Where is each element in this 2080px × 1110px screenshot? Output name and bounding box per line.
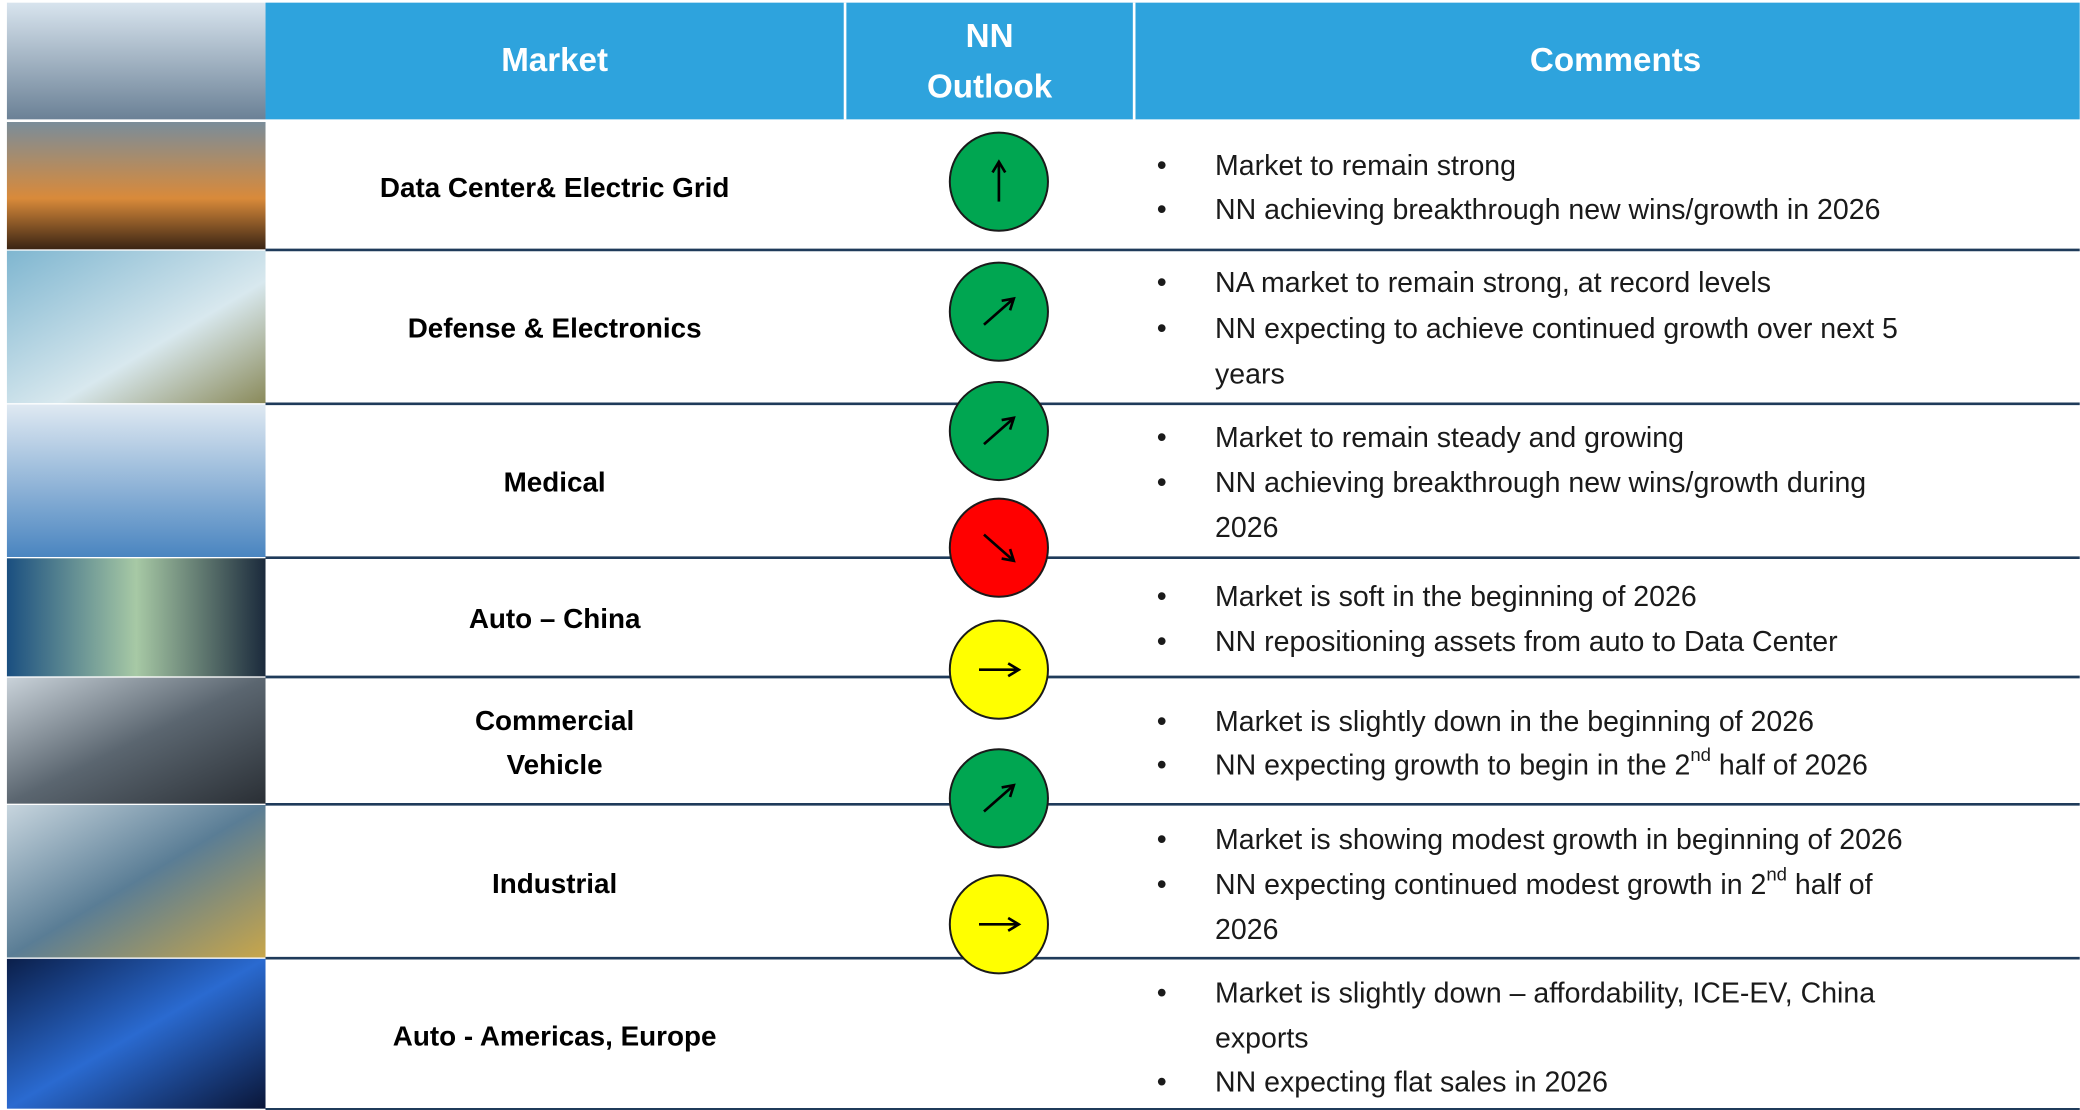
row-image — [6, 122, 266, 250]
header-image — [6, 2, 266, 120]
outlook-arrowhead — [1007, 662, 1022, 678]
comment-text: half of 2026 — [1711, 749, 1868, 781]
row-image — [6, 804, 266, 958]
comment-text: Market to remain steady and growing — [1215, 421, 1684, 453]
comment-line: NN achieving breakthrough new wins/growt… — [1215, 467, 1866, 499]
comment-line: Market is slightly down – affordability,… — [1215, 977, 1875, 1009]
comment-text: NN expecting flat sales in 2026 — [1215, 1066, 1608, 1098]
outlook-arrowhead — [1001, 783, 1016, 798]
row-image — [6, 558, 266, 677]
comment-text: Market to remain strong — [1215, 150, 1516, 182]
bullet: • — [1157, 977, 1167, 1009]
bullet: • — [1157, 581, 1167, 613]
market-name: Industrial — [492, 868, 617, 899]
comment-text: NN expecting growth to begin in the 2 — [1215, 749, 1690, 781]
comment-text: 2026 — [1215, 512, 1278, 544]
comment-line: years — [1215, 358, 1285, 390]
comment-text: NN expecting to achieve continued growth… — [1215, 313, 1898, 345]
market-name: Defense & Electronics — [408, 313, 702, 344]
bullet: • — [1157, 421, 1167, 453]
bullet: • — [1157, 193, 1167, 225]
market-name: Auto – China — [469, 603, 641, 634]
bullet: • — [1157, 313, 1167, 345]
outlook-indicator — [948, 261, 1049, 362]
row-image — [6, 250, 266, 404]
comment-line: 2026 — [1215, 913, 1278, 945]
comment-text: NN achieving breakthrough new wins/growt… — [1215, 467, 1866, 499]
superscript: nd — [1690, 744, 1711, 765]
market-name: Medical — [504, 466, 606, 497]
market-name: Vehicle — [507, 749, 603, 780]
bullet: • — [1157, 823, 1167, 855]
outlook-indicator — [948, 380, 1049, 482]
outlook-arrowhead — [1001, 416, 1016, 431]
comment-line: NN expecting to achieve continued growth… — [1215, 313, 1898, 345]
header-comments: Comments — [1530, 42, 1701, 79]
comment-line: Market is slightly down in the beginning… — [1215, 705, 1814, 737]
bullet: • — [1157, 1066, 1167, 1098]
comment-text: Market is slightly down – affordability,… — [1215, 977, 1875, 1009]
comment-text: Market is slightly down in the beginning… — [1215, 705, 1814, 737]
market-name: Data Center& Electric Grid — [380, 172, 730, 203]
outlook-arrowhead — [991, 159, 1007, 174]
outlook-indicator — [948, 874, 1049, 975]
outlook-arrowhead — [1001, 548, 1016, 563]
bullet: • — [1157, 266, 1167, 298]
comment-line: NN expecting flat sales in 2026 — [1215, 1066, 1608, 1098]
comment-text: NA market to remain strong, at record le… — [1215, 266, 1771, 298]
comment-text: exports — [1215, 1022, 1308, 1054]
comment-line: 2026 — [1215, 512, 1278, 544]
bullet: • — [1157, 705, 1167, 737]
comment-text: NN achieving breakthrough new wins/growt… — [1215, 193, 1880, 225]
comment-line: NN expecting continued modest growth in … — [1215, 863, 1873, 900]
comment-line: Market is soft in the beginning of 2026 — [1215, 581, 1697, 613]
row-image — [6, 404, 266, 557]
bullet: • — [1157, 626, 1167, 658]
comment-line: NA market to remain strong, at record le… — [1215, 266, 1771, 298]
row-image — [6, 677, 266, 804]
outlook-arrow — [983, 416, 1015, 446]
comment-text: years — [1215, 358, 1285, 390]
outlook-arrow — [983, 784, 1015, 813]
header-market: Market — [501, 42, 608, 79]
comment-text: half of — [1787, 868, 1873, 900]
superscript: nd — [1766, 863, 1787, 884]
outlook-arrowhead — [1007, 916, 1022, 932]
comment-text: 2026 — [1215, 913, 1278, 945]
outlook-indicator — [948, 619, 1049, 720]
comment-text: NN expecting continued modest growth in … — [1215, 868, 1766, 900]
outlook-indicator — [948, 131, 1049, 232]
comment-line: exports — [1215, 1022, 1308, 1054]
comment-line: Market to remain steady and growing — [1215, 421, 1684, 453]
market-name: Auto - Americas, Europe — [393, 1021, 717, 1052]
outlook-indicator — [948, 748, 1049, 849]
comment-line: NN expecting growth to begin in the 2nd … — [1215, 744, 1868, 781]
bullet: • — [1157, 868, 1167, 900]
outlook-arrowhead — [1001, 296, 1016, 311]
outlook-arrow — [983, 533, 1015, 562]
comment-line: Market is showing modest growth in begin… — [1215, 823, 1903, 855]
market-name: Commercial — [475, 705, 634, 736]
row-image — [6, 958, 266, 1109]
bullet: • — [1157, 749, 1167, 781]
comment-line: Market to remain strong — [1215, 150, 1516, 182]
comment-text: Market is soft in the beginning of 2026 — [1215, 581, 1697, 613]
outlook-arrow — [983, 297, 1015, 326]
header-outlook: Outlook — [927, 69, 1053, 106]
comment-line: NN achieving breakthrough new wins/growt… — [1215, 193, 1880, 225]
comment-text: Market is showing modest growth in begin… — [1215, 823, 1903, 855]
bullet: • — [1157, 467, 1167, 499]
comment-line: NN repositioning assets from auto to Dat… — [1215, 626, 1838, 658]
bullet: • — [1157, 150, 1167, 182]
header-bar — [265, 2, 2080, 120]
comment-text: NN repositioning assets from auto to Dat… — [1215, 626, 1838, 658]
header-outlook: NN — [966, 18, 1014, 55]
outlook-indicator — [948, 497, 1049, 598]
